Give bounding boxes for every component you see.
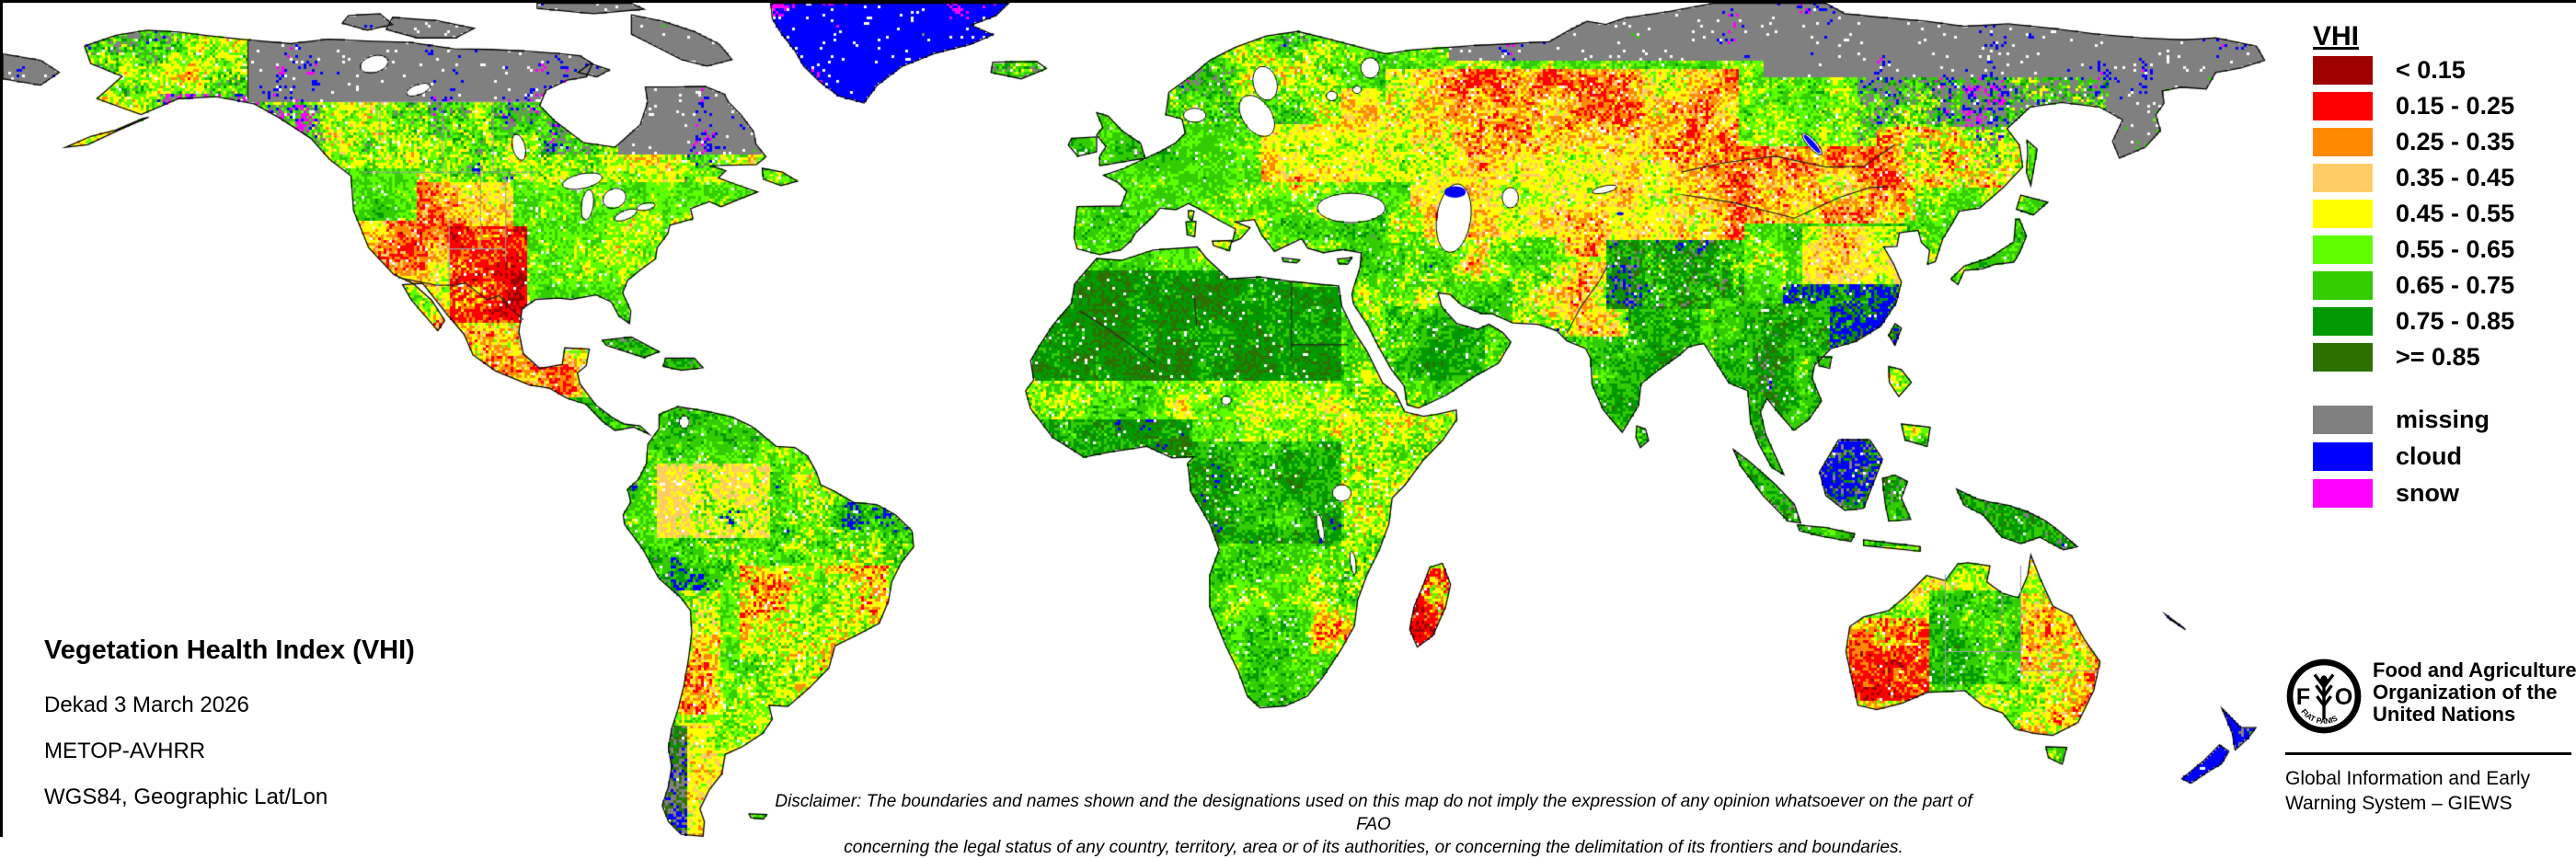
legend-swatch	[2313, 164, 2373, 192]
legend-swatch	[2313, 235, 2373, 264]
legend-label: 0.15 - 0.25	[2396, 92, 2515, 120]
legend-label: 0.75 - 0.85	[2396, 307, 2515, 335]
legend-swatch	[2313, 442, 2373, 471]
legend-row: 0.25 - 0.35	[2313, 128, 2514, 156]
legend-row: 0.75 - 0.85	[2313, 307, 2514, 336]
legend-row: 0.15 - 0.25	[2313, 92, 2514, 120]
legend-swatch	[2313, 271, 2373, 300]
legend-row: < 0.15	[2313, 56, 2466, 85]
disclaimer: Disclaimer: The boundaries and names sho…	[757, 790, 1990, 859]
giews-label: Global Information and Early Warning Sys…	[2285, 768, 2531, 814]
disclaimer-line-2: concerning the legal status of any count…	[844, 838, 1903, 857]
legend-swatch	[2313, 56, 2373, 85]
legend-row: 0.45 - 0.55	[2313, 200, 2514, 228]
projection-label: WGS84, Geographic Lat/Lon	[44, 785, 328, 809]
legend-label: 0.55 - 0.65	[2396, 235, 2515, 263]
legend-title: VHI	[2313, 21, 2360, 52]
legend-label: < 0.15	[2396, 56, 2466, 84]
legend-swatch	[2313, 128, 2373, 156]
legend-label: 0.35 - 0.45	[2396, 164, 2515, 191]
dekad-label: Dekad 3 March 2026	[44, 693, 249, 717]
legend-label: cloud	[2396, 442, 2462, 470]
legend-swatch	[2313, 92, 2373, 120]
page-title: Vegetation Health Index (VHI)	[44, 636, 415, 665]
legend-label: 0.45 - 0.55	[2396, 200, 2515, 227]
legend-swatch	[2313, 479, 2373, 508]
world-map-canvas	[3, 3, 2576, 840]
legend-swatch	[2313, 200, 2373, 228]
legend-row: 0.55 - 0.65	[2313, 235, 2514, 264]
legend-row: >= 0.85	[2313, 343, 2480, 372]
svg-text:F: F	[2296, 684, 2310, 710]
legend-swatch	[2313, 307, 2373, 336]
legend-row: cloud	[2313, 442, 2462, 471]
svg-text:O: O	[2335, 684, 2353, 710]
legend-row: snow	[2313, 479, 2459, 508]
legend-label: 0.65 - 0.75	[2396, 271, 2515, 299]
legend-row: missing	[2313, 406, 2490, 434]
disclaimer-line-1: Disclaimer: The boundaries and names sho…	[775, 792, 1972, 834]
sensor-label: METOP-AVHRR	[44, 739, 206, 763]
legend-label: missing	[2396, 406, 2490, 433]
legend-label: 0.25 - 0.35	[2396, 128, 2515, 155]
legend-label: >= 0.85	[2396, 343, 2480, 371]
legend-swatch	[2313, 343, 2373, 372]
footer-divider	[2285, 752, 2571, 755]
legend-swatch	[2313, 406, 2373, 434]
legend-label: snow	[2396, 479, 2460, 507]
fao-org-name: Food and Agriculture Organization of the…	[2373, 659, 2576, 726]
fao-logo-icon: F O FIAT PANIS	[2286, 659, 2362, 734]
legend-row: 0.35 - 0.45	[2313, 164, 2514, 192]
legend-row: 0.65 - 0.75	[2313, 271, 2514, 300]
